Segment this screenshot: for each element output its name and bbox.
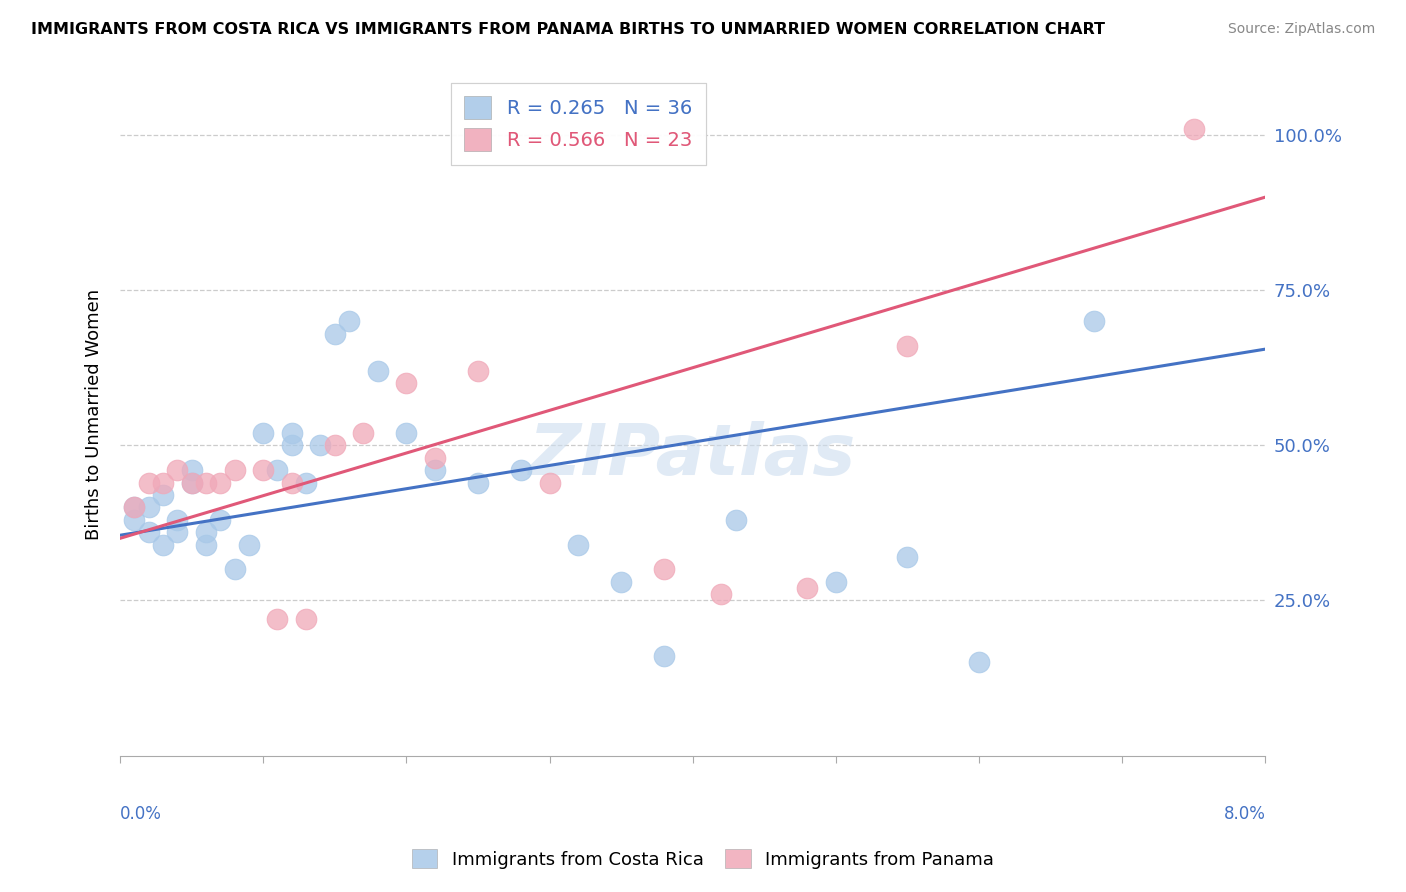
- Point: [194, 537, 217, 551]
- Text: ZIPatlas: ZIPatlas: [529, 421, 856, 490]
- Point: [252, 463, 274, 477]
- Point: [295, 475, 318, 490]
- Legend: R = 0.265   N = 36, R = 0.566   N = 23: R = 0.265 N = 36, R = 0.566 N = 23: [450, 83, 706, 164]
- Point: [467, 364, 489, 378]
- Point: [252, 425, 274, 440]
- Point: [166, 525, 188, 540]
- Point: [395, 425, 418, 440]
- Point: [967, 656, 990, 670]
- Point: [652, 649, 675, 664]
- Point: [238, 537, 260, 551]
- Point: [224, 562, 246, 576]
- Point: [467, 475, 489, 490]
- Text: IMMIGRANTS FROM COSTA RICA VS IMMIGRANTS FROM PANAMA BIRTHS TO UNMARRIED WOMEN C: IMMIGRANTS FROM COSTA RICA VS IMMIGRANTS…: [31, 22, 1105, 37]
- Point: [352, 425, 374, 440]
- Text: 0.0%: 0.0%: [120, 805, 162, 823]
- Point: [281, 475, 304, 490]
- Point: [166, 463, 188, 477]
- Point: [124, 500, 146, 515]
- Point: [281, 425, 304, 440]
- Point: [724, 513, 747, 527]
- Point: [194, 525, 217, 540]
- Point: [281, 438, 304, 452]
- Point: [710, 587, 733, 601]
- Point: [538, 475, 561, 490]
- Point: [796, 581, 818, 595]
- Point: [180, 475, 202, 490]
- Point: [323, 438, 346, 452]
- Point: [138, 475, 160, 490]
- Point: [567, 537, 589, 551]
- Point: [209, 513, 232, 527]
- Point: [825, 574, 848, 589]
- Point: [395, 376, 418, 391]
- Y-axis label: Births to Unmarried Women: Births to Unmarried Women: [86, 289, 103, 540]
- Point: [124, 500, 146, 515]
- Point: [423, 450, 446, 465]
- Point: [295, 612, 318, 626]
- Point: [323, 326, 346, 341]
- Legend: Immigrants from Costa Rica, Immigrants from Panama: Immigrants from Costa Rica, Immigrants f…: [405, 842, 1001, 876]
- Point: [138, 525, 160, 540]
- Point: [367, 364, 389, 378]
- Point: [309, 438, 332, 452]
- Point: [180, 463, 202, 477]
- Point: [266, 612, 288, 626]
- Text: Source: ZipAtlas.com: Source: ZipAtlas.com: [1227, 22, 1375, 37]
- Point: [180, 475, 202, 490]
- Point: [166, 513, 188, 527]
- Point: [152, 475, 174, 490]
- Point: [124, 513, 146, 527]
- Point: [194, 475, 217, 490]
- Point: [509, 463, 531, 477]
- Point: [610, 574, 633, 589]
- Point: [266, 463, 288, 477]
- Point: [652, 562, 675, 576]
- Point: [1182, 121, 1205, 136]
- Point: [337, 314, 360, 328]
- Text: 8.0%: 8.0%: [1223, 805, 1265, 823]
- Point: [224, 463, 246, 477]
- Point: [152, 488, 174, 502]
- Point: [209, 475, 232, 490]
- Point: [1083, 314, 1105, 328]
- Point: [138, 500, 160, 515]
- Point: [896, 339, 918, 353]
- Point: [423, 463, 446, 477]
- Point: [896, 549, 918, 564]
- Point: [152, 537, 174, 551]
